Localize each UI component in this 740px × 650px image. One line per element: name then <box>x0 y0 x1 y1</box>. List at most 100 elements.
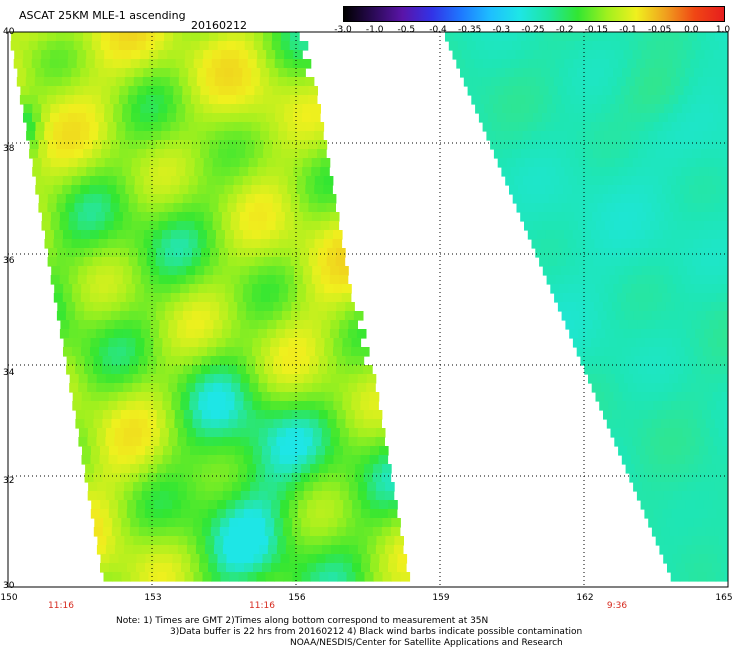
swath-cell <box>269 293 280 303</box>
swath-cell <box>688 32 698 42</box>
swath-cell <box>705 419 716 429</box>
swath-cell <box>290 194 301 204</box>
swath-cell <box>336 248 346 258</box>
swath-cell <box>161 122 172 132</box>
swath-cell <box>246 365 256 375</box>
swath-cell <box>102 527 113 537</box>
swath-cell <box>174 248 184 258</box>
note-line-3: NOAA/NESDIS/Center for Satellite Applica… <box>290 638 563 648</box>
swath-cell <box>336 527 347 537</box>
swath-cell <box>545 230 556 240</box>
swath-cell <box>309 356 320 366</box>
swath-cell <box>101 149 111 159</box>
swath-cell <box>596 266 607 276</box>
swath-cell <box>129 365 139 375</box>
swath-cell <box>83 203 93 213</box>
swath-cell <box>221 104 231 114</box>
swath-cell <box>363 365 373 375</box>
swath-cell <box>721 113 729 123</box>
swath-cell <box>224 68 234 78</box>
pass-time-middle: 11:16 <box>249 601 275 611</box>
swath-cell <box>724 572 728 582</box>
swath-cell <box>378 509 389 519</box>
swath-cell <box>257 329 268 339</box>
swath-cell <box>211 572 222 582</box>
swath-cell <box>709 41 720 51</box>
swath-cell <box>222 320 232 330</box>
swath-cell <box>105 266 115 276</box>
swath-cell <box>71 68 81 78</box>
swath-cell <box>588 95 598 105</box>
swath-cell <box>300 410 311 420</box>
swath-cell <box>708 446 718 456</box>
swath-cell <box>702 410 712 420</box>
swath-cell <box>63 347 73 357</box>
swath-cell <box>590 185 600 195</box>
swath-cell <box>218 257 229 267</box>
swath-cell <box>65 140 76 150</box>
swath-cell <box>580 140 590 150</box>
swath-cell <box>354 356 365 366</box>
swath-cell <box>218 86 228 96</box>
swath-cell <box>192 473 203 483</box>
swath-cell <box>68 104 78 114</box>
swath-cell <box>666 455 677 465</box>
swath-cell <box>213 437 223 447</box>
swath-cell <box>575 86 586 96</box>
swath-cell <box>271 554 282 564</box>
swath-cell <box>475 104 485 114</box>
swath-cell <box>113 221 124 231</box>
swath-cell <box>333 401 343 411</box>
swath-cell <box>74 86 84 96</box>
swath-cell <box>269 176 280 186</box>
swath-cell <box>140 212 151 222</box>
swath-cell <box>486 131 496 141</box>
swath-cell <box>580 77 591 87</box>
swath-cell <box>339 428 350 438</box>
swath-cell <box>714 419 725 429</box>
swath-cell <box>172 41 183 51</box>
swath-cell <box>179 176 190 186</box>
swath-cell <box>613 68 623 78</box>
swath-cell <box>547 104 557 114</box>
swath-cell <box>713 50 724 60</box>
swath-cell <box>348 491 359 501</box>
swath-cell <box>306 230 316 240</box>
swath-cell <box>343 563 353 573</box>
swath-cell <box>61 77 72 87</box>
swath-cell <box>719 302 729 312</box>
swath-cell <box>680 230 691 240</box>
swath-cell <box>714 311 725 321</box>
swath-cell <box>218 32 228 42</box>
swath-cell <box>647 473 657 483</box>
swath-cell <box>128 194 139 204</box>
swath-cell <box>593 257 603 267</box>
swath-cell <box>724 32 728 42</box>
swath-cell <box>696 374 706 384</box>
swath-cell <box>581 230 592 240</box>
swath-cell <box>281 311 292 321</box>
swath-cell <box>203 221 214 231</box>
swath-cell <box>614 329 624 339</box>
swath-cell <box>722 158 729 168</box>
swath-cell <box>257 167 267 177</box>
swath-cell <box>53 293 64 303</box>
swath-cell <box>144 401 154 411</box>
swath-cell <box>351 455 362 465</box>
swath-cell <box>581 185 591 195</box>
swath-cell <box>637 104 647 114</box>
swath-cell <box>81 401 91 411</box>
swath-cell <box>56 86 66 96</box>
swath-cell <box>195 491 206 501</box>
swath-cell <box>266 104 276 114</box>
swath-cell <box>643 32 653 42</box>
swath-cell <box>23 113 33 123</box>
swath-cell <box>668 50 679 60</box>
swath-cell <box>118 563 128 573</box>
swath-cell <box>624 203 635 213</box>
swath-cell <box>179 68 189 78</box>
swath-cell <box>630 347 641 357</box>
swath-cell <box>679 572 690 582</box>
swath-cell <box>162 509 173 519</box>
swath-cell <box>379 563 389 573</box>
